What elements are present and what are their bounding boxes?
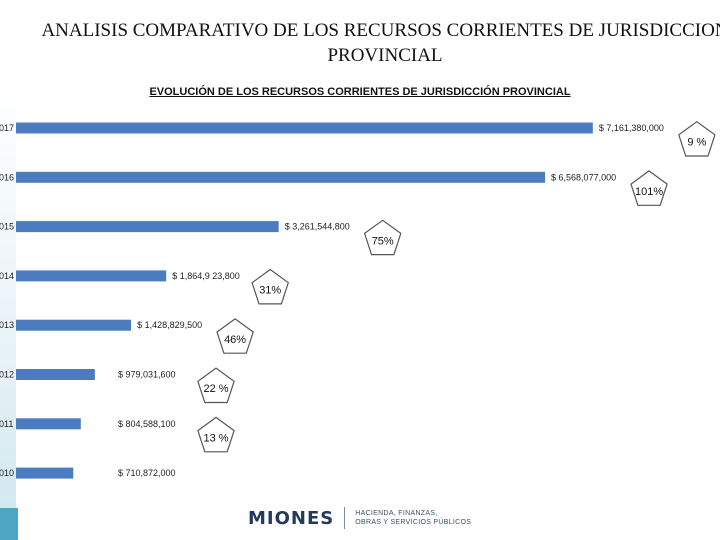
- logo-divider: [344, 507, 346, 529]
- growth-label-1: 101%: [635, 186, 663, 198]
- slide-title: ANALISIS COMPARATIVO DE LOS RECURSOS COR…: [41, 20, 720, 66]
- chart-title: EVOLUCIÓN DE LOS RECURSOS CORRIENTES DE …: [149, 86, 571, 98]
- value-label-2016: $ 6,568,077,000: [551, 172, 616, 182]
- category-label-2017: 2017: [0, 123, 14, 133]
- category-label-2013: 2013: [0, 320, 14, 330]
- bar-2013: [16, 319, 132, 331]
- footer-logo: MIONES HACIENDA, FINANZAS, OBRAS Y SERVI…: [248, 503, 471, 533]
- growth-badge-5: [197, 367, 235, 404]
- left-decorative-strip: [0, 80, 16, 540]
- growth-badge-0: [678, 120, 716, 157]
- bar-2014: [16, 270, 167, 282]
- growth-label-5: 22 %: [203, 383, 228, 395]
- value-label-2011: $ 804,588,100: [118, 419, 176, 429]
- category-label-2012: 2012: [0, 370, 14, 380]
- growth-badge-4: [216, 318, 254, 354]
- ministry-logo: MIONES: [248, 507, 335, 529]
- ministry-subtitle: HACIENDA, FINANZAS, OBRAS Y SERVICIOS PÚ…: [355, 509, 471, 527]
- ministry-subtitle-line2: OBRAS Y SERVICIOS PÚBLICOS: [355, 519, 472, 526]
- growth-label-4: 46%: [224, 334, 246, 346]
- bar-2016: [16, 171, 546, 183]
- value-label-2010: $ 710,872,000: [118, 468, 176, 478]
- growth-badge-2: [363, 219, 402, 256]
- ministry-subtitle-line1: HACIENDA, FINANZAS,: [355, 510, 438, 517]
- bar-2017: [16, 122, 593, 134]
- growth-label-3: 31%: [259, 285, 281, 297]
- growth-badge-6: [197, 416, 235, 453]
- category-label-2010: 2010: [0, 468, 14, 478]
- value-label-2015: $ 3,261,544,800: [285, 222, 350, 232]
- category-label-2016: 2016: [0, 172, 14, 182]
- bar-2015: [16, 221, 279, 233]
- value-label-2017: $ 7,161,380,000: [599, 123, 664, 133]
- growth-label-0: 9 %: [687, 137, 706, 149]
- bar-2010: [16, 467, 74, 479]
- category-label-2011: 2011: [0, 419, 13, 429]
- category-label-2015: 2015: [0, 222, 14, 232]
- value-label-2013: $ 1,428,829,500: [137, 320, 202, 330]
- growth-badge-1: [630, 170, 668, 206]
- category-label-2014: 2014: [0, 271, 14, 281]
- bar-2012: [16, 369, 95, 380]
- bar-2011: [16, 418, 81, 430]
- growth-label-2: 75%: [372, 235, 394, 247]
- left-accent-block: [0, 508, 18, 540]
- value-label-2012: $ 979,031,600: [118, 370, 176, 380]
- value-label-2014: $ 1,864,9 23,800: [172, 271, 240, 281]
- growth-label-6: 13 %: [203, 432, 228, 444]
- growth-badge-3: [251, 268, 290, 305]
